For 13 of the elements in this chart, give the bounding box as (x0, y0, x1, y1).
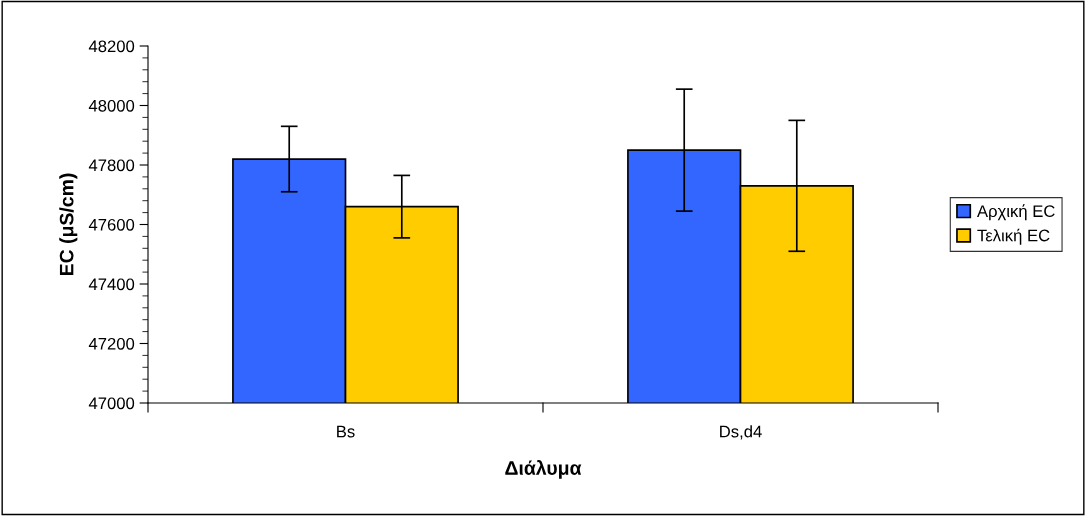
y-tick-label: 47000 (88, 397, 135, 410)
y-tick-label: 47800 (88, 159, 135, 172)
y-tick-label: 47200 (88, 337, 135, 350)
y-tick-label: 48000 (88, 99, 135, 112)
x-axis-title: Διάλυμα (505, 460, 582, 479)
legend-label: Αρχική EC (976, 204, 1055, 221)
x-tick-label: Bs (337, 425, 355, 438)
legend-label: Τελική EC (977, 228, 1050, 245)
x-tick-label: Ds,d4 (720, 425, 762, 440)
y-tick-label: 48200 (88, 40, 135, 53)
y-axis-title: EC (μS/cm) (59, 173, 78, 276)
y-tick-label: 47400 (88, 278, 135, 291)
y-tick-label: 47600 (88, 218, 135, 231)
